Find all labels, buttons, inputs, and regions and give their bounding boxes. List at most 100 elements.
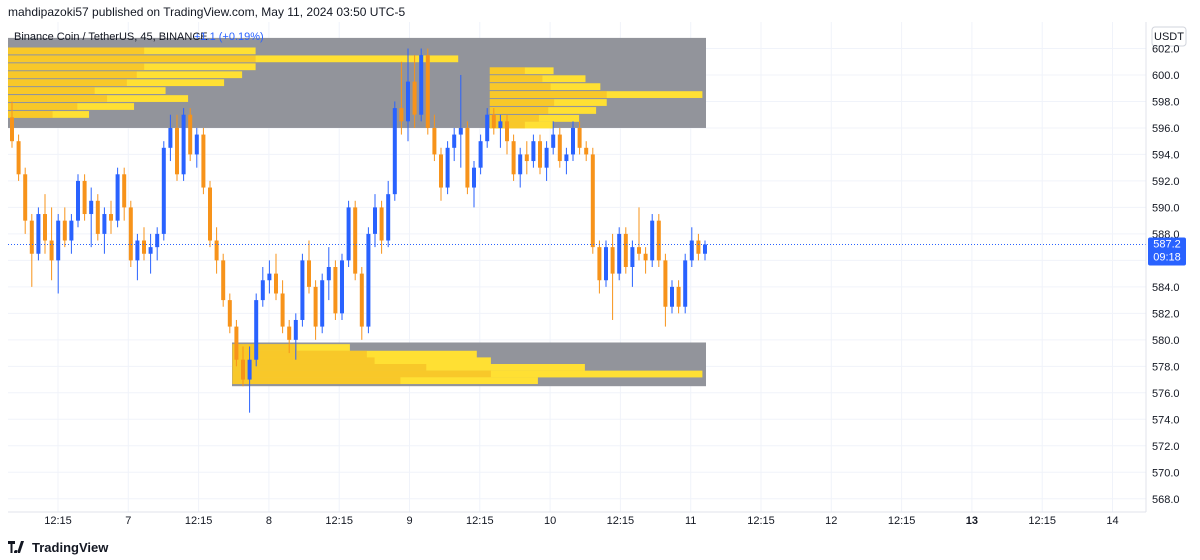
candle-body <box>23 174 28 221</box>
volume-profile-bar <box>489 83 551 91</box>
x-tick-label: 14 <box>1106 515 1118 527</box>
candle-body <box>452 134 457 148</box>
candle-body <box>392 108 397 195</box>
candle-body <box>551 134 556 148</box>
y-tick-label: 582.0 <box>1152 308 1180 320</box>
y-tick-label: 590.0 <box>1152 202 1180 214</box>
footer-brand: TradingView <box>32 539 109 555</box>
x-tick-label: 12:15 <box>1028 515 1056 527</box>
volume-profile-bar <box>232 344 298 351</box>
candle-body <box>577 127 582 148</box>
zones <box>8 37 706 387</box>
volume-profile-bar <box>232 357 375 365</box>
tradingview-logo-icon <box>8 541 24 553</box>
candle-body <box>399 108 404 122</box>
volume-profile-bar <box>489 67 525 75</box>
candle-body <box>637 247 641 254</box>
candle-body <box>386 194 391 241</box>
volume-profile-bar <box>232 364 427 371</box>
y-tick-label: 598.0 <box>1152 96 1180 108</box>
candle-body <box>76 180 80 221</box>
y-tick-label: 600.0 <box>1152 70 1180 82</box>
price-scale-bg[interactable] <box>1146 22 1200 512</box>
candle-body <box>524 154 529 162</box>
candle-body <box>267 273 272 281</box>
candle-body <box>663 260 668 307</box>
candle-body <box>432 127 437 155</box>
x-tick-label: 12 <box>825 515 837 527</box>
candle-body <box>122 174 127 208</box>
volume-profile-bar <box>232 350 367 358</box>
volume-profile-bar <box>8 63 145 71</box>
candle-body <box>630 247 635 267</box>
candle-body <box>326 267 331 281</box>
candle-body <box>445 147 450 188</box>
candle-body <box>247 359 252 380</box>
candle-body <box>287 326 292 340</box>
x-tick-label: 12:15 <box>44 515 72 527</box>
candle-body <box>221 260 226 301</box>
x-tick-label: 12:15 <box>466 515 494 527</box>
y-tick-label: 584.0 <box>1152 282 1180 294</box>
candle-body <box>656 220 661 261</box>
x-tick-label: 8 <box>266 515 272 527</box>
candle-body <box>689 240 694 261</box>
candle-body <box>254 300 259 360</box>
candle-body <box>584 147 589 155</box>
volume-profile-bar <box>8 87 95 95</box>
candle-body <box>703 244 707 254</box>
bar-countdown: 09:18 <box>1153 251 1181 263</box>
legend-change: +1.1 (+0.19%) <box>194 31 264 43</box>
candle-body <box>208 187 212 241</box>
candle-body <box>168 127 173 148</box>
candle-body <box>16 141 21 175</box>
candle-body <box>293 319 298 340</box>
candle-body <box>95 200 100 234</box>
y-tick-label: 594.0 <box>1152 149 1180 161</box>
candle-body <box>29 220 34 254</box>
candle-body <box>465 127 470 188</box>
x-axis[interactable]: 12:15 7 12:15 8 12:15 9 12:15 10 12:15 11 12:15 12 1… <box>44 515 1118 527</box>
x-tick-label: 7 <box>125 515 131 527</box>
y-tick-label: 596.0 <box>1152 123 1180 135</box>
candle-body <box>379 207 384 241</box>
y-tick-label: 572.0 <box>1152 441 1180 453</box>
x-tick-label: 11 <box>685 515 696 527</box>
candle-body <box>346 207 351 261</box>
candle-body <box>419 55 424 115</box>
x-tick-label: 9 <box>406 515 412 527</box>
candle-body <box>69 220 74 241</box>
candle-body <box>696 240 701 254</box>
candle-body <box>373 207 377 234</box>
candle-body <box>333 267 338 314</box>
candle-body <box>491 114 496 128</box>
candle-body <box>406 81 410 122</box>
volume-profile-bar <box>8 111 53 118</box>
y-axis: 568.0 570.0 572.0 574.0 576.0 578.0 580.0 582.0… <box>1152 43 1180 505</box>
candle-body <box>234 326 239 360</box>
candle-body <box>590 154 595 248</box>
volume-profile-bar <box>489 107 549 114</box>
legend[interactable]: Binance Coin / TetherUS, 45, BINANCE +1.… <box>14 31 264 43</box>
candle-body <box>142 240 146 254</box>
candle-body <box>366 233 371 327</box>
volume-profile-bar <box>489 115 539 122</box>
candle-body <box>340 260 344 314</box>
candle-body <box>307 260 311 287</box>
candle-body <box>188 114 193 155</box>
candle-body <box>617 233 622 274</box>
x-tick-label: 12:15 <box>888 515 916 527</box>
candle-body <box>485 114 490 142</box>
candle-body <box>518 154 523 175</box>
y-tick-label: 580.0 <box>1152 335 1180 347</box>
legend-symbol[interactable]: Binance Coin / TetherUS, 45, BINANCE <box>14 31 208 43</box>
y-tick-label: 570.0 <box>1152 467 1180 479</box>
candle-body <box>458 127 463 135</box>
currency-label: USDT <box>1154 31 1184 43</box>
candle-body <box>676 286 681 307</box>
last-price-value: 587.2 <box>1153 238 1181 250</box>
candle-body <box>148 247 153 254</box>
candle-body <box>643 253 648 261</box>
currency-button[interactable] <box>1151 26 1187 47</box>
